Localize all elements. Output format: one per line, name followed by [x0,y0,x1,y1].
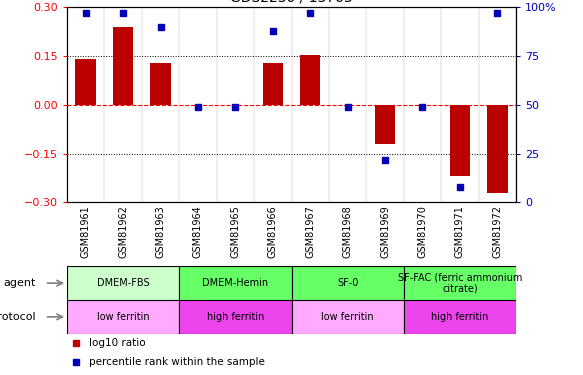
Bar [67,300,179,334]
Bar [403,266,516,300]
Text: log10 ratio: log10 ratio [90,338,146,348]
Bar [300,55,321,105]
Text: percentile rank within the sample: percentile rank within the sample [90,357,265,367]
Text: SF-FAC (ferric ammonium
citrate): SF-FAC (ferric ammonium citrate) [398,272,522,294]
Text: growth protocol: growth protocol [0,312,36,322]
Bar [292,300,403,334]
Bar [487,105,508,193]
Text: high ferritin: high ferritin [207,312,264,322]
Bar [179,266,292,300]
Bar [113,27,134,105]
Text: high ferritin: high ferritin [431,312,489,322]
Bar [262,63,283,105]
Bar [67,266,179,300]
Title: GDS2230 / 13763: GDS2230 / 13763 [230,0,353,5]
Bar [75,60,96,105]
Bar [150,63,171,105]
Bar [292,266,403,300]
Text: DMEM-Hemin: DMEM-Hemin [202,278,268,288]
Bar [449,105,470,177]
Bar [375,105,395,144]
Text: low ferritin: low ferritin [321,312,374,322]
Text: DMEM-FBS: DMEM-FBS [97,278,149,288]
Bar [403,300,516,334]
Text: agent: agent [3,278,36,288]
Bar [179,300,292,334]
Text: low ferritin: low ferritin [97,312,149,322]
Text: SF-0: SF-0 [337,278,359,288]
